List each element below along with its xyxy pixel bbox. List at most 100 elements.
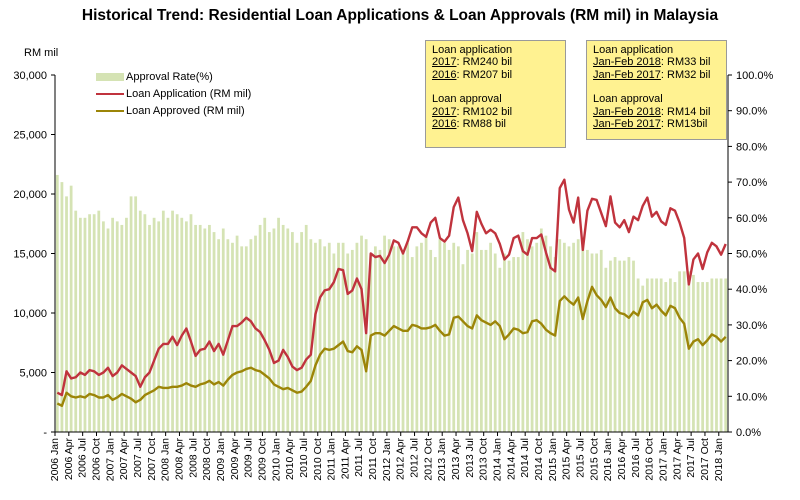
x-tick-label: 2010 Jan (270, 438, 282, 481)
approval-rate-bar (609, 260, 612, 432)
approval-rate-bar (687, 271, 691, 432)
x-tick-label: 2007 Oct (146, 438, 158, 481)
approval-rate-bar (558, 239, 562, 432)
x-tick-label: 2012 Apr (395, 438, 407, 481)
approval-rate-bar (88, 214, 91, 432)
approval-rate-bar (489, 242, 492, 432)
x-tick-label: 2006 Apr (63, 438, 75, 481)
approval-rate-bar (466, 249, 469, 432)
x-tick-label: 2006 Jul (77, 438, 89, 478)
x-tick-label: 2017 Jul (685, 438, 697, 478)
approval-rate-bar (512, 257, 516, 432)
approval-rate-bar (314, 242, 317, 432)
approval-rate-bar (480, 249, 483, 432)
x-tick-label: 2011 Jan (326, 438, 338, 481)
x-tick-label: 2009 Jul (243, 438, 255, 478)
approval-rate-bar (420, 242, 423, 432)
x-tick-label: 2016 Jan (602, 438, 614, 481)
approval-rate-bar (719, 278, 723, 432)
approval-rate-bar (701, 282, 705, 432)
loan-approved-line (56, 285, 727, 408)
approval-rate-bar (323, 246, 327, 432)
approval-rate-bar (659, 278, 663, 432)
x-tick-label: 2008 Jan (160, 438, 172, 481)
approval-rate-bar (106, 228, 110, 432)
left-tick-label: 10,000 (13, 308, 47, 320)
approval-rate-bar (650, 278, 654, 432)
right-tick-label: 50.0% (736, 249, 767, 261)
approval-rate-bar (549, 246, 552, 432)
x-tick-label: 2018 Jan (713, 438, 725, 481)
x-tick-label: 2008 Apr (173, 438, 185, 481)
approval-rate-bar (590, 253, 594, 432)
approval-rate-bar (581, 246, 585, 432)
x-tick-label: 2015 Apr (561, 438, 573, 481)
x-tick-label: 2012 Oct (422, 438, 434, 481)
approval-rate-bar (212, 232, 216, 432)
loan-application-line (56, 178, 727, 397)
x-tick-label: 2008 Jul (187, 438, 199, 478)
approval-rate-bar (530, 246, 534, 432)
x-tick-label: 2017 Apr (671, 438, 683, 481)
approval-rate-bar (604, 267, 608, 432)
approval-rate-bar (360, 235, 363, 432)
x-tick-label: 2015 Oct (588, 438, 600, 481)
approval-rate-bar (470, 253, 474, 432)
x-tick-label: 2009 Jan (215, 438, 227, 481)
approval-rate-bar (433, 257, 437, 432)
approval-rate-bar (645, 278, 649, 432)
approval-rate-bar (318, 239, 322, 432)
x-tick-label: 2009 Apr (229, 438, 241, 481)
approval-rate-bar (456, 246, 460, 432)
approval-rate-bar (673, 282, 677, 432)
approval-rate-bar (277, 217, 280, 432)
x-tick-label: 2013 Oct (478, 438, 490, 481)
x-tick-label: 2010 Jul (298, 438, 310, 478)
x-tick-label: 2012 Jul (409, 438, 421, 478)
approval-rate-bar (493, 253, 497, 432)
approval-rate-bar (516, 257, 520, 432)
approval-rate-bar (184, 221, 188, 432)
approval-rate-bar (724, 278, 728, 432)
right-tick-label: 90.0% (736, 106, 767, 118)
approval-rate-bar (576, 239, 580, 432)
approval-rate-bar (410, 257, 414, 432)
approval-rate-bar (346, 253, 350, 432)
approval-rate-bar (715, 278, 718, 432)
note-heading: Loan approval (432, 93, 502, 106)
x-tick-label: 2015 Jan (547, 438, 559, 481)
note-line: 2017: RM240 bil (432, 56, 513, 69)
approval-rate-bar (69, 185, 73, 432)
approval-rate-bar (443, 242, 446, 432)
approval-rate-bar (272, 228, 276, 432)
approval-rate-bar (97, 210, 101, 432)
left-tick-label: - (43, 427, 47, 439)
approval-rate-bar (92, 214, 96, 432)
x-tick-label: 2016 Jul (630, 438, 642, 478)
approval-rate-bar (226, 239, 230, 432)
left-tick-label: 20,000 (13, 189, 47, 201)
x-tick-label: 2014 Oct (533, 438, 545, 481)
approval-rate-bar (300, 232, 303, 432)
axes: - 5,000 10,000 15,000 20,000 25,000 30,000 0.0%… (13, 70, 773, 481)
approval-rate-bar (383, 235, 386, 432)
approval-rate-bar (678, 271, 681, 432)
approval-rate-bar (304, 224, 308, 432)
approval-rate-bar (535, 242, 539, 432)
legend-item-loan-application: Loan Application (RM mil) (96, 87, 252, 101)
x-tick-label: 2017 Jan (657, 438, 669, 481)
approval-rate-bar (115, 221, 119, 432)
approval-rate-bar (655, 278, 658, 432)
legend-label-loan-application: Loan Application (RM mil) (126, 88, 252, 100)
approval-rate-bar (553, 257, 557, 432)
note-line: 2017: RM102 bil (432, 105, 513, 118)
approval-rate-bar (669, 278, 672, 432)
x-tick-label: 2016 Apr (616, 438, 628, 481)
approval-rate-bar (143, 214, 147, 432)
note-line: 2016: RM88 bil (432, 118, 507, 131)
approval-rate-bar (710, 278, 714, 432)
approval-rate-bar (452, 242, 456, 432)
approval-rate-bar (175, 214, 179, 432)
approval-rate-bar (424, 235, 428, 432)
approval-rate-bar (595, 253, 599, 432)
